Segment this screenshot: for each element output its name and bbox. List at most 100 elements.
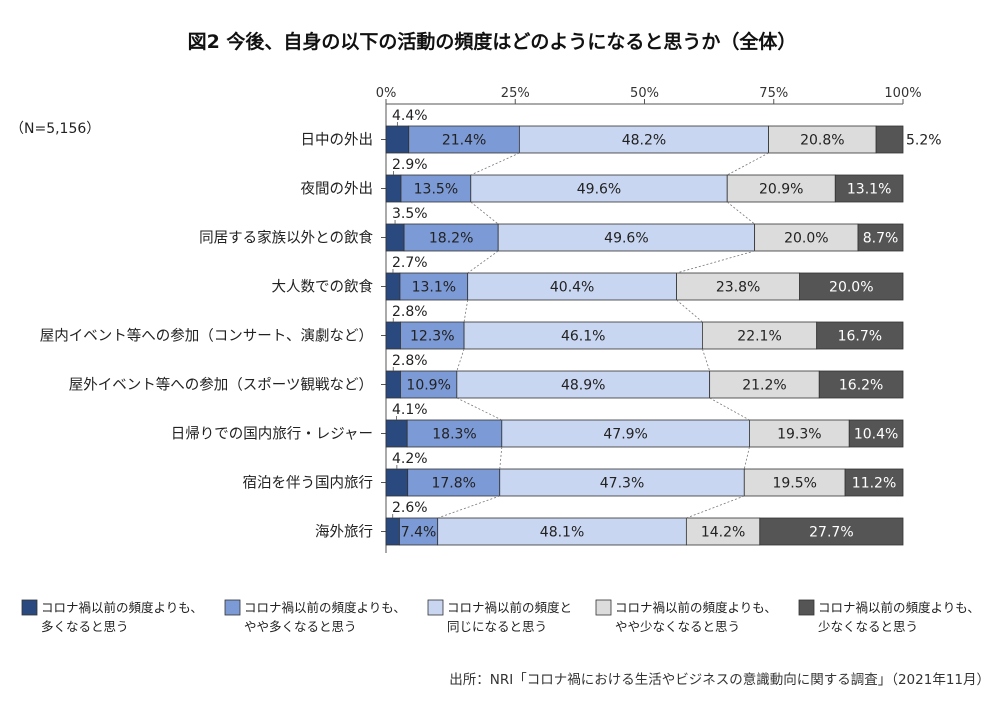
bar-segment: [385, 272, 401, 301]
chart-title: 図2 今後、自身の以下の活動の頻度はどのようになると思うか（全体）: [188, 30, 797, 53]
bar-segment: [470, 174, 728, 203]
connector-line: [743, 446, 750, 470]
bar-segment: [518, 125, 769, 154]
bar-segment: [456, 370, 711, 399]
data-label: 13.1%: [412, 280, 456, 296]
bar-segment: [400, 174, 472, 203]
legend-swatch: [595, 599, 612, 616]
data-label: 3.5%: [392, 206, 428, 222]
connector-line: [467, 250, 499, 274]
source-note: 出所：NRI「コロナ禍における生活やビジネスの意識動向に関する調査」（2021年…: [449, 671, 990, 688]
category-label: 夜間の外出: [301, 181, 374, 198]
legend-swatch: [21, 599, 38, 616]
legend-swatch: [427, 599, 444, 616]
bar-segment: [385, 517, 400, 546]
connector-line: [456, 348, 465, 372]
data-label: 11.2%: [852, 476, 896, 492]
data-label: 2.8%: [392, 304, 428, 320]
connector-line: [463, 299, 469, 323]
bar-segment: [816, 321, 904, 350]
bar-segment: [759, 517, 904, 546]
bar-segment: [385, 419, 408, 448]
bar-segment: [497, 223, 756, 252]
data-label: 14.2%: [701, 525, 745, 541]
bar-segment: [834, 174, 904, 203]
bar-segment: [399, 517, 439, 546]
bar-segment: [499, 468, 745, 497]
x-tick-label: 100%: [884, 86, 921, 101]
bar-segment: [768, 125, 877, 154]
bar-segment: [754, 223, 859, 252]
data-label: 47.3%: [600, 476, 644, 492]
data-label: 17.8%: [431, 476, 475, 492]
data-label: 20.9%: [759, 182, 803, 198]
legend-label: 多くなると思う: [41, 619, 129, 634]
connector-line: [499, 446, 503, 470]
connector-line: [456, 397, 502, 421]
x-tick-label: 25%: [501, 86, 530, 101]
data-label: 4.4%: [392, 108, 428, 124]
data-label: 46.1%: [561, 329, 605, 345]
data-label: 13.5%: [414, 182, 458, 198]
x-tick-label: 50%: [630, 86, 659, 101]
data-label: 2.7%: [392, 255, 428, 271]
bar-segment: [463, 321, 703, 350]
x-tick-label: 0%: [376, 86, 397, 101]
data-label: 27.7%: [809, 525, 853, 541]
data-label: 48.2%: [622, 133, 666, 149]
data-label: 21.4%: [442, 133, 486, 149]
bar-segment: [403, 223, 499, 252]
bar-segment: [702, 321, 818, 350]
category-label: 宿泊を伴う国内旅行: [243, 475, 374, 492]
bar-segment: [385, 321, 401, 350]
bar-segment: [743, 468, 846, 497]
bar-segment: [385, 468, 409, 497]
data-label: 10.9%: [406, 378, 450, 394]
category-label: 日帰りでの国内旅行・レジャー: [171, 425, 373, 443]
data-label: 49.6%: [604, 231, 648, 247]
connector-line: [676, 250, 755, 274]
bar-segment: [385, 174, 402, 203]
connector-line: [676, 299, 703, 323]
bar-segment: [818, 370, 904, 399]
connector-line: [727, 152, 769, 176]
bar-segment: [844, 468, 904, 497]
bar-segment: [408, 125, 520, 154]
category-label: 日中の外出: [301, 132, 374, 149]
data-label: 2.8%: [392, 353, 428, 369]
category-label: 大人数での飲食: [272, 279, 374, 296]
data-label: 2.9%: [392, 157, 428, 173]
legend-label: コロナ禍以前の頻度よりも、: [41, 600, 203, 615]
bar-segment: [407, 468, 501, 497]
data-label: 5.2%: [906, 133, 942, 149]
sample-size-note: （N=5,156）: [10, 121, 100, 137]
connector-line: [702, 348, 711, 372]
data-label: 16.2%: [839, 378, 883, 394]
category-label: 屋内イベント等への参加（コンサート、演劇など）: [40, 327, 373, 345]
data-label: 23.8%: [716, 280, 760, 296]
category-label: 海外旅行: [315, 524, 373, 541]
x-tick-label: 75%: [759, 86, 788, 101]
data-label: 48.1%: [540, 525, 584, 541]
connector-line: [726, 201, 755, 225]
data-label: 2.6%: [392, 500, 428, 516]
data-label: 48.9%: [561, 378, 605, 394]
category-label: 同居する家族以外との飲食: [199, 230, 373, 247]
legend-label: コロナ禍以前の頻度よりも、: [615, 600, 777, 615]
legend-swatch: [224, 599, 241, 616]
bar-segment: [709, 370, 820, 399]
data-label: 4.1%: [392, 402, 428, 418]
data-label: 12.3%: [410, 329, 454, 345]
data-label: 47.9%: [603, 427, 647, 443]
bar-segment: [385, 223, 405, 252]
data-label: 4.2%: [392, 451, 428, 467]
data-label: 40.4%: [550, 280, 594, 296]
bar-segment: [685, 517, 761, 546]
data-label: 13.1%: [847, 182, 891, 198]
legend-label: コロナ禍以前の頻度と: [447, 600, 572, 615]
bar-segment: [875, 125, 904, 154]
data-label: 20.0%: [829, 280, 873, 296]
bar-segment: [400, 321, 465, 350]
legend-label: 少なくなると思う: [818, 619, 918, 634]
